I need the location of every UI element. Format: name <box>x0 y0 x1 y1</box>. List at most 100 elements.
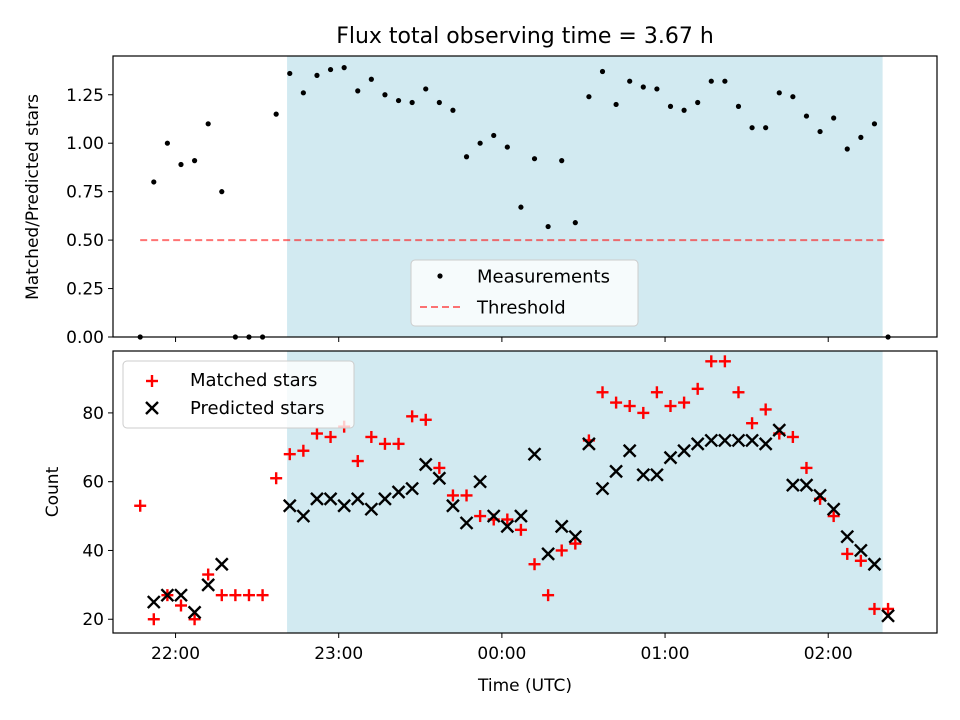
top-plot-frame <box>112 55 938 338</box>
top-ticks: 0.00 0.25 0.50 0.75 1.00 1.25 <box>66 86 829 348</box>
measurement-point <box>817 128 823 135</box>
measurement-point <box>518 204 524 210</box>
matched-star-point <box>800 461 813 474</box>
matched-star-point <box>256 589 269 602</box>
matched-star-point <box>202 568 215 581</box>
matched-star-point <box>596 386 609 399</box>
measurement-point <box>599 68 606 75</box>
measurement-point <box>871 121 878 127</box>
predicted-star-point <box>867 557 882 572</box>
bottom-y-tick-label: 80 <box>82 404 104 424</box>
bottom-y-tick-label: 40 <box>82 541 104 561</box>
bottom-x-tick-label: 02:00 <box>804 644 853 664</box>
predicted-star-point <box>840 529 855 544</box>
matched-star-point <box>378 437 391 450</box>
predicted-star-point <box>296 509 311 523</box>
bottom-legend-box <box>122 360 355 429</box>
matched-star-point <box>474 510 487 523</box>
predicted-star-point <box>663 450 678 465</box>
bottom-x-tick-label: 00:00 <box>477 644 526 664</box>
measurement-point <box>627 78 633 84</box>
predicted-stars-series <box>146 423 895 623</box>
matched-star-point <box>419 413 432 426</box>
measurement-point <box>545 223 551 230</box>
predicted-star-point <box>500 519 515 534</box>
matched-star-point <box>528 558 541 571</box>
top-y-tick-label: 1.00 <box>66 134 104 154</box>
predicted-star-point <box>323 492 338 506</box>
matched-star-point <box>542 589 555 602</box>
measurement-point <box>640 84 646 90</box>
measurement-point <box>695 99 701 106</box>
predicted-star-point <box>718 433 732 448</box>
matched-star-point <box>188 613 201 626</box>
matched-star-point <box>732 386 745 399</box>
measurement-point <box>368 76 374 82</box>
matched-star-point <box>827 510 840 523</box>
top-y-tick-label: 0.50 <box>66 231 104 251</box>
matched-star-point <box>555 544 568 557</box>
matched-star-point <box>854 554 867 567</box>
matched-star-point <box>446 489 459 502</box>
predicted-star-point <box>813 488 827 503</box>
predicted-star-point <box>350 492 365 506</box>
measurement-point <box>858 134 864 140</box>
measurement-point <box>450 107 456 113</box>
measurement-point <box>436 99 442 106</box>
x-axis-label: Time (UTC) <box>477 676 572 696</box>
predicted-star-point <box>337 498 352 513</box>
predicted-star-point <box>282 498 297 513</box>
bottom-observing-window <box>287 351 883 633</box>
predicted-star-point <box>146 595 161 609</box>
matched-star-point <box>705 355 718 368</box>
measurement-point <box>219 189 225 195</box>
predicted-star-point <box>391 485 406 499</box>
matched-star-point <box>147 613 160 626</box>
matched-star-point <box>841 547 854 560</box>
predicted-star-point <box>459 516 474 530</box>
predicted-star-point <box>622 443 637 458</box>
measurement-point <box>735 103 742 109</box>
measurement-point <box>273 111 279 117</box>
matched-star-point <box>786 430 799 443</box>
matched-star-point <box>569 537 582 550</box>
measurement-point <box>504 144 510 150</box>
predicted-star-point <box>378 492 392 506</box>
measurement-point <box>300 90 306 96</box>
matched-star-point <box>664 400 677 413</box>
measurement-point <box>572 220 578 226</box>
predicted-star-point <box>160 588 175 603</box>
bottom-x-tick-label: 22:00 <box>151 644 200 664</box>
matched-star-point <box>283 448 296 461</box>
predicted-star-point <box>826 502 841 517</box>
measurement-point <box>327 66 334 73</box>
predicted-star-point <box>214 557 229 572</box>
matched-star-point <box>759 403 772 416</box>
measurement-point <box>708 78 714 84</box>
matched-star-point <box>310 427 323 440</box>
measurement-point <box>355 88 361 94</box>
matched-star-point <box>229 589 242 602</box>
measurement-point <box>681 107 687 113</box>
predicted-star-point <box>799 478 814 492</box>
predicted-star-point <box>432 471 447 486</box>
measurement-point <box>790 94 796 100</box>
predicted-star-point <box>527 447 542 462</box>
legend-measurements-label: Measurements <box>477 267 610 288</box>
measurement-point <box>423 86 429 92</box>
predicted-star-point <box>609 464 623 479</box>
bottom-y-tick-label: 20 <box>82 610 104 630</box>
top-y-tick-label: 0.00 <box>66 328 104 348</box>
matched-stars-series <box>134 355 895 626</box>
matched-star-point <box>691 382 704 395</box>
measurement-point <box>722 78 728 84</box>
measurement-point <box>531 156 538 162</box>
measurement-point <box>749 125 755 131</box>
matched-star-point <box>215 589 228 602</box>
predicted-star-point <box>405 481 419 496</box>
matched-star-point <box>134 499 147 512</box>
matched-star-point <box>637 406 650 419</box>
top-y-tick-label: 0.25 <box>66 280 104 300</box>
measurement-point <box>613 101 619 108</box>
